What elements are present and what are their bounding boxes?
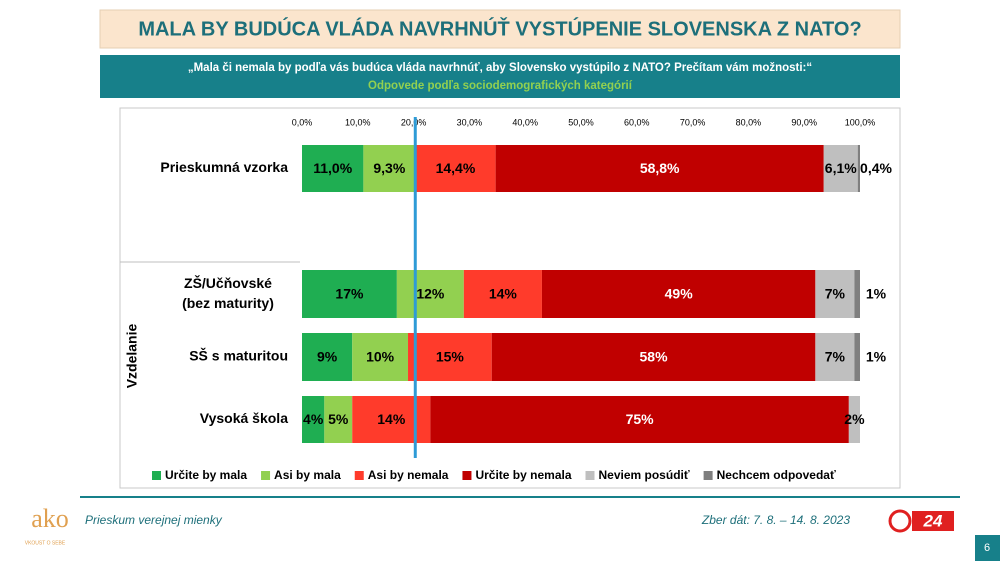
value-label: 58%: [640, 349, 669, 365]
x-tick-label: 30,0%: [457, 117, 483, 127]
x-tick-label: 100,0%: [845, 117, 876, 127]
value-label: 58,8%: [640, 160, 680, 176]
x-tick-label: 40,0%: [512, 117, 538, 127]
page-number: 6: [984, 542, 990, 554]
value-label: 6,1%: [825, 160, 857, 176]
bar-segment: [408, 333, 492, 381]
legend-swatch: [585, 471, 595, 480]
value-label: 75%: [626, 411, 655, 427]
value-label: 9,3%: [373, 160, 405, 176]
category-label: ZŠ/Učňovské (bez maturity): [182, 274, 274, 311]
bar-segment: [815, 270, 855, 318]
legend-label: Určite by mala: [165, 468, 247, 482]
logo-tagline: VKOUST O SEBE: [25, 540, 66, 546]
x-tick-label: 0,0%: [292, 117, 313, 127]
bar-segment: [815, 333, 855, 381]
legend-label: Asi by nemala: [368, 468, 449, 482]
bar-segment: [302, 333, 353, 381]
value-label: 14,4%: [436, 160, 476, 176]
value-label: 9%: [317, 349, 338, 365]
bar-segment: [396, 270, 464, 318]
bar-segment: [541, 270, 816, 318]
legend-label: Neviem posúdiť: [599, 468, 690, 482]
value-label: 7%: [825, 286, 846, 302]
subtitle: Odpovede podľa sociodemografických kateg…: [368, 80, 633, 92]
group-label: Vzdelanie: [124, 324, 140, 389]
legend-label: Nechcem odpovedať: [717, 468, 836, 482]
legend-swatch: [462, 471, 472, 480]
value-label: 1%: [866, 349, 887, 365]
logo: ako: [31, 504, 69, 533]
x-tick-label: 20,0%: [401, 117, 427, 127]
x-tick-label: 80,0%: [736, 117, 762, 127]
question-box: [100, 55, 900, 98]
bar-segment: [302, 145, 364, 192]
value-label: 1%: [866, 286, 887, 302]
value-label: 7%: [825, 349, 846, 365]
bar-segment: [854, 270, 860, 318]
bar-segment: [415, 145, 496, 192]
value-label: 14%: [489, 286, 518, 302]
brand-box: [912, 511, 954, 531]
legend-swatch: [152, 471, 161, 480]
bar-segment: [491, 333, 816, 381]
legend-swatch: [354, 471, 364, 480]
bar-segment: [352, 396, 431, 443]
x-tick-label: 70,0%: [680, 117, 706, 127]
legend-label: Určite by nemala: [475, 468, 571, 482]
x-tick-label: 10,0%: [345, 117, 371, 127]
value-label: 2%: [844, 411, 865, 427]
bar-segment: [848, 396, 860, 443]
value-label: 11,0%: [313, 160, 352, 176]
bar-segment: [823, 145, 858, 192]
bar-segment: [302, 396, 325, 443]
category-label: SŠ s maturitou: [189, 347, 288, 364]
value-label: 14%: [377, 411, 406, 427]
legend-swatch: [261, 471, 271, 480]
plot: 0,0% 10,0% 20,0% 30,0% 40,0% 50,0% 60,0% 70,0% 8…: [152, 117, 893, 482]
value-label: 5%: [328, 411, 349, 427]
value-label: 10%: [366, 349, 395, 365]
brand: 24: [923, 511, 943, 530]
value-label: 12%: [416, 286, 445, 302]
value-label: 17%: [335, 286, 364, 302]
value-label: 49%: [665, 286, 694, 302]
value-label: 4%: [303, 411, 324, 427]
bar-segment: [463, 270, 542, 318]
category-label: Prieskumná vzorka: [160, 159, 288, 175]
x-tick-label: 60,0%: [624, 117, 650, 127]
question: „Mala či nemala by podľa vás budúca vlád…: [188, 62, 812, 74]
bar-segment: [430, 396, 849, 443]
legend-label: Asi by mala: [274, 468, 341, 482]
brand-icon: [888, 509, 912, 533]
title: MALA BY BUDÚCA VLÁDA NAVRHNÚŤ VYSTÚPENIE…: [138, 16, 861, 40]
page-box: [975, 535, 1000, 561]
bar-segment: [352, 333, 409, 381]
footer-right: Zber dát: 7. 8. – 14. 8. 2023: [701, 513, 850, 527]
x-tick-label: 50,0%: [568, 117, 594, 127]
bar-segment: [324, 396, 353, 443]
category-label: Vysoká škola: [200, 410, 288, 426]
bar-segment: [495, 145, 824, 192]
bar-segment: [302, 270, 397, 318]
bar-segment: [854, 333, 860, 381]
title-box: [99, 9, 901, 49]
value-label: 15%: [436, 349, 465, 365]
bar-segment: [857, 145, 860, 192]
value-label: 0,4%: [860, 160, 892, 176]
footer-left: Prieskum verejnej mienky: [85, 513, 223, 527]
x-tick-label: 90,0%: [791, 117, 817, 127]
legend-swatch: [703, 471, 713, 480]
bar-segment: [363, 145, 416, 192]
